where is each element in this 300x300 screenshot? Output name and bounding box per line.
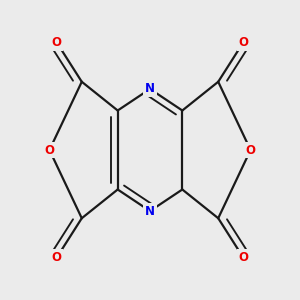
Text: O: O <box>44 143 55 157</box>
Text: O: O <box>52 36 61 49</box>
Text: O: O <box>238 36 248 49</box>
Text: O: O <box>52 251 61 264</box>
Text: N: N <box>145 82 155 95</box>
Text: N: N <box>145 205 155 218</box>
Text: O: O <box>245 143 256 157</box>
Text: O: O <box>238 251 248 264</box>
